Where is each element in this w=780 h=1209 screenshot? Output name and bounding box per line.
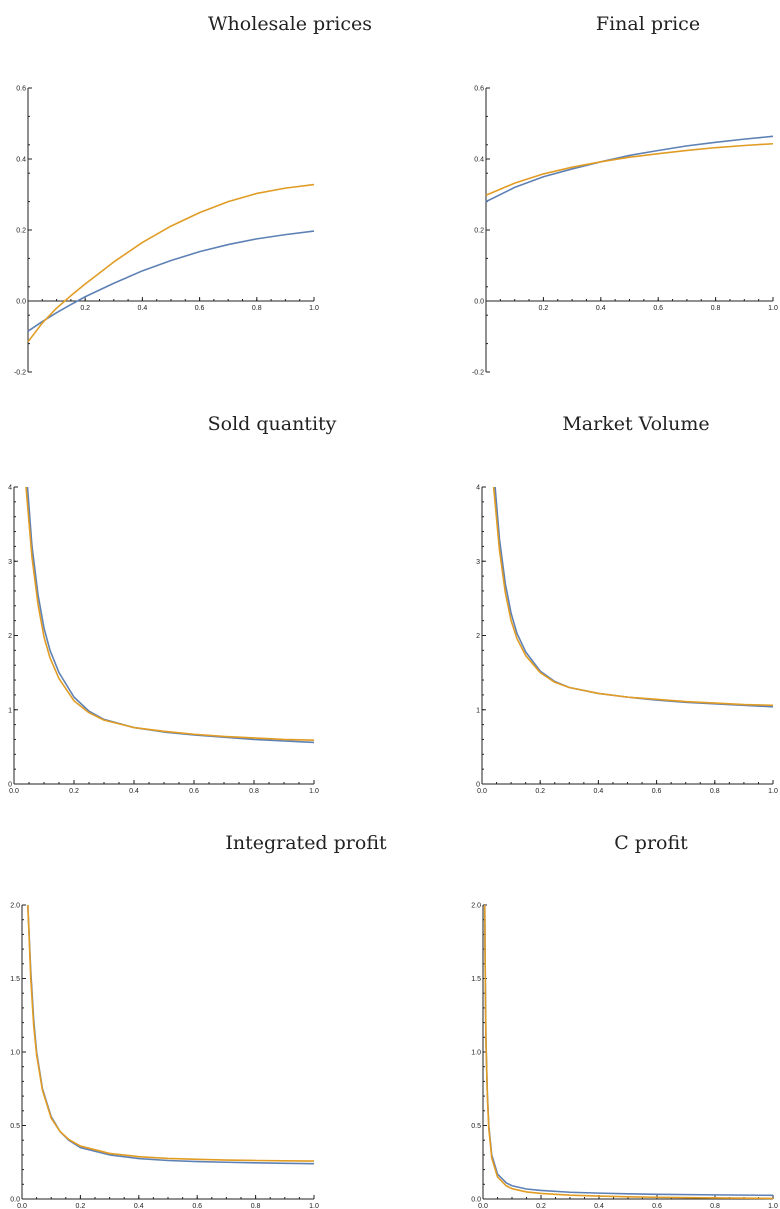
chart-panel-3: Sold quantity 1 2 3 4 00.0 0.2 0.4 0.6 0.8 1.0 — [8, 413, 337, 795]
series-line-1 — [485, 135, 774, 203]
chart-panel-1: Wholesale prices -0.2 0.2 0.4 0.6 0.0 0.2 0.4 0.… — [14, 13, 372, 377]
y-tick-label: 0.2 — [474, 228, 484, 235]
y-tick-label: 1 — [8, 707, 12, 714]
y-tick-label: -0.2 — [472, 370, 484, 377]
x-tick-label: 0.4 — [594, 788, 604, 795]
series-line-2 — [27, 904, 315, 1162]
x-tick-label: 0.6 — [192, 1203, 202, 1209]
y-tick-label: 1 — [476, 707, 480, 714]
y-tick-label: 2 — [8, 633, 12, 640]
y-origin-label: 0.0 — [16, 299, 26, 306]
x-tick-label: 0.0 — [478, 1203, 488, 1209]
y-tick-label: -0.2 — [14, 370, 26, 377]
x-tick-label: 0.6 — [652, 788, 662, 795]
x-tick-label: 0.6 — [653, 305, 663, 312]
y-origin-label: 0.0 — [471, 1197, 481, 1204]
chart-panel-4: Market Volume 1 2 3 4 00.0 0.2 0.4 0.6 0.8 1.0 — [476, 413, 778, 795]
y-tick-label: 0.4 — [474, 157, 484, 164]
x-tick-label: 0.8 — [251, 1203, 261, 1209]
chart-panel-2: Final price -0.2 0.2 0.4 0.6 0.0 0.2 0.4 0.6 0.8 1… — [472, 13, 778, 377]
series-line-2 — [492, 486, 774, 707]
x-tick-label: 0.2 — [536, 1203, 546, 1209]
x-tick-label: 0.0 — [9, 788, 19, 795]
x-tick-label: 1.0 — [768, 305, 778, 312]
x-tick-label: 0.2 — [535, 788, 545, 795]
series-line-1 — [27, 230, 315, 332]
x-tick-label: 0.8 — [249, 788, 259, 795]
x-tick-label: 0.2 — [69, 788, 79, 795]
y-origin-label: 0 — [476, 782, 480, 789]
x-tick-label: 0.4 — [134, 1203, 144, 1209]
x-tick-label: 0.6 — [652, 1203, 662, 1209]
x-tick-label: 1.0 — [309, 788, 319, 795]
x-tick-label: 1.0 — [768, 1203, 778, 1209]
x-tick-label: 0.8 — [252, 305, 262, 312]
y-tick-label: 2.0 — [10, 903, 20, 910]
x-tick-label: 0.4 — [594, 1203, 604, 1209]
x-tick-label: 0.8 — [711, 305, 721, 312]
series-line-1 — [483, 904, 774, 1197]
x-tick-label: 0.8 — [710, 1203, 720, 1209]
y-tick-label: 2.0 — [471, 903, 481, 910]
x-tick-label: 1.0 — [309, 1203, 319, 1209]
chart-title: Wholesale prices — [208, 13, 372, 35]
y-tick-label: 0.4 — [16, 157, 26, 164]
x-tick-label: 0.0 — [17, 1203, 27, 1209]
y-tick-label: 4 — [8, 485, 12, 492]
y-tick-label: 0.6 — [16, 86, 26, 93]
x-tick-label: 0.4 — [129, 788, 139, 795]
x-tick-label: 0.6 — [189, 788, 199, 795]
chart-title: Final price — [596, 13, 700, 35]
y-origin-label: 0.0 — [10, 1197, 20, 1204]
y-tick-label: 1.0 — [471, 1050, 481, 1057]
series-line-2 — [25, 486, 315, 741]
x-tick-label: 0.6 — [195, 305, 205, 312]
y-tick-label: 0.6 — [474, 86, 484, 93]
series-line-2 — [27, 183, 315, 343]
series-line-1 — [494, 486, 774, 708]
y-tick-label: 0.5 — [471, 1123, 481, 1130]
x-tick-label: 0.8 — [710, 788, 720, 795]
x-tick-label: 0.2 — [539, 305, 549, 312]
y-tick-label: 0.5 — [10, 1123, 20, 1130]
y-tick-label: 1.5 — [471, 976, 481, 983]
chart-panel-6: C profit 0.5 1.0 1.5 2.0 0.00.0 0.2 0.4 0.6 0.8 1.… — [471, 832, 778, 1209]
x-tick-label: 1.0 — [768, 788, 778, 795]
series-line-2 — [485, 142, 774, 196]
series-line-1 — [27, 904, 315, 1165]
series-line-1 — [26, 486, 315, 744]
x-tick-label: 0.2 — [76, 1203, 86, 1209]
chart-title: Integrated profit — [225, 832, 387, 854]
y-tick-label: 1.0 — [10, 1050, 20, 1057]
x-tick-label: 1.0 — [309, 305, 319, 312]
y-tick-label: 0.2 — [16, 228, 26, 235]
y-tick-label: 1.5 — [10, 976, 20, 983]
chart-title: Market Volume — [562, 413, 709, 435]
x-tick-label: 0.2 — [80, 305, 90, 312]
series-line-2 — [483, 904, 774, 1200]
y-tick-label: 3 — [8, 559, 12, 566]
chart-title: C profit — [614, 832, 688, 854]
x-tick-label: 0.4 — [596, 305, 606, 312]
chart-title: Sold quantity — [208, 413, 337, 435]
y-tick-label: 2 — [476, 633, 480, 640]
chart-panel-5: Integrated profit 0.5 1.0 1.5 2.0 0.00.0 0.2 0.… — [10, 832, 387, 1209]
x-tick-label: 0.0 — [477, 788, 487, 795]
y-origin-label: 0 — [8, 782, 12, 789]
y-tick-label: 4 — [476, 485, 480, 492]
y-tick-label: 3 — [476, 559, 480, 566]
x-tick-label: 0.4 — [138, 305, 148, 312]
y-origin-label: 0.0 — [474, 299, 484, 306]
